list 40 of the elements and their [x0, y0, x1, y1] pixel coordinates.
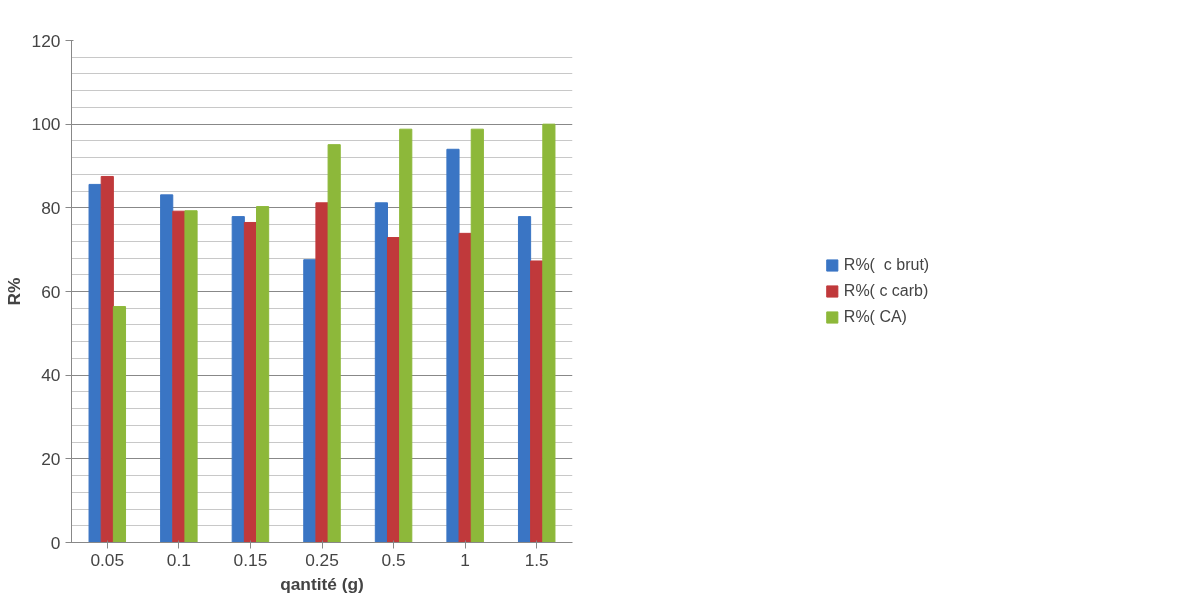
y-tick-label: 60 [41, 281, 61, 302]
y-tick-label: 120 [31, 30, 61, 51]
bar [327, 144, 341, 543]
x-tick-label: 0.05 [90, 549, 125, 570]
x-axis-title: qantité (g) [280, 573, 364, 594]
x-tick-label: 0.15 [233, 549, 268, 570]
bar [112, 306, 127, 543]
x-tick-label: 0.25 [305, 549, 339, 570]
bar [100, 175, 114, 543]
y-tick-label: 100 [31, 114, 61, 135]
bar [256, 206, 270, 543]
legend-label: R%( CA) [843, 308, 907, 326]
bar [542, 123, 556, 543]
bar [446, 148, 460, 543]
y-tick-label: 20 [41, 448, 61, 469]
bar [470, 128, 484, 543]
bar [88, 183, 102, 543]
y-axis-title: R% [3, 277, 24, 306]
bar [231, 216, 245, 543]
bar [243, 221, 258, 543]
bar [399, 128, 413, 543]
bar [530, 260, 544, 543]
x-tick-label: 1 [460, 549, 470, 570]
bar [458, 232, 472, 543]
y-tick-label: 80 [41, 197, 61, 218]
bar [160, 194, 174, 543]
y-tick-label: 0 [50, 532, 61, 553]
x-tick-label: 0.5 [381, 549, 406, 570]
bar [184, 210, 198, 543]
y-tick-label: 40 [41, 365, 61, 386]
bar [315, 202, 329, 543]
bar [374, 202, 388, 543]
x-tick-label: 0.1 [166, 549, 191, 570]
legend-label: R%( c carb) [843, 282, 929, 300]
legend-label: R%( c brut) [843, 256, 930, 274]
bar [386, 237, 401, 543]
bar [172, 210, 186, 543]
x-tick-label: 1.5 [524, 549, 549, 570]
bar [303, 259, 317, 543]
bar [517, 216, 532, 543]
